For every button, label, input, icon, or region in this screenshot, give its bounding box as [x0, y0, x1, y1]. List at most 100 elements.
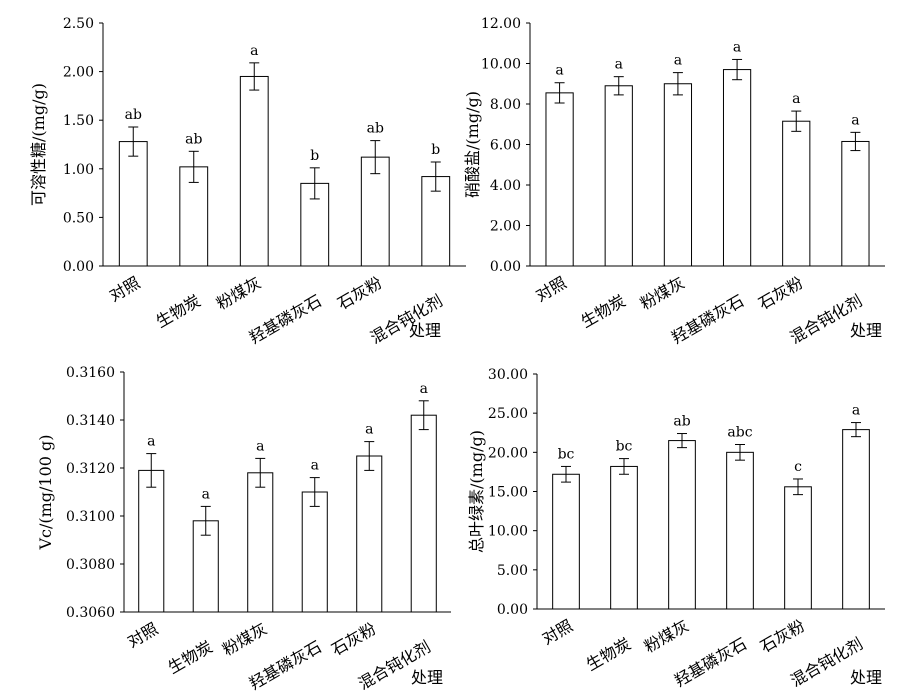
significance-label: a: [202, 486, 210, 502]
y-tick-label: 0.3100: [66, 509, 115, 525]
y-tick-label: 0.50: [63, 210, 94, 226]
bar: [842, 429, 870, 610]
significance-label: bc: [558, 446, 575, 462]
y-tick-label: 20.00: [488, 445, 528, 461]
y-axis-title: 硝酸盐/(mg/g): [463, 91, 482, 198]
bar: [782, 120, 811, 267]
x-axis-title: 处理: [409, 321, 441, 340]
y-tick-label: 0.00: [497, 602, 528, 618]
bar: [722, 69, 752, 267]
y-tick-label: 10.00: [481, 57, 521, 73]
category-label: 对照: [532, 273, 569, 305]
bar: [410, 414, 437, 613]
category-label: 对照: [106, 273, 143, 305]
y-axis-title: 总叶绿素/(mg/g): [467, 430, 486, 553]
bar: [610, 465, 638, 610]
chart-panel-1: 0.00 0.50 1.00 1.50 2.00 2.50 ab 对照 ab 生物炭 a 粉煤灰 b 羟基…: [29, 16, 466, 347]
significance-label: a: [792, 91, 800, 107]
significance-label: a: [615, 57, 623, 73]
y-tick-label: 15.00: [488, 485, 528, 501]
significance-label: a: [250, 43, 258, 59]
significance-label: ab: [367, 121, 384, 137]
bar: [138, 469, 165, 613]
y-tick-label: 6.00: [490, 138, 521, 154]
bar: [301, 491, 328, 613]
category-label: 生物炭: [578, 291, 629, 331]
significance-label: a: [851, 112, 859, 128]
category-label: 粉煤灰: [641, 616, 692, 656]
category-label: 羟基磷灰石: [668, 291, 747, 347]
y-tick-label: 30.00: [488, 367, 528, 383]
y-tick-label: 1.00: [63, 162, 94, 178]
x-axis-title: 处理: [850, 668, 882, 687]
y-tick-label: 0.3160: [66, 365, 115, 381]
bar: [356, 455, 383, 613]
bar: [604, 85, 633, 267]
bar: [784, 486, 812, 610]
y-tick-label: 1.50: [63, 113, 94, 129]
category-label: 石灰粉: [334, 273, 385, 313]
bar: [300, 182, 330, 267]
significance-label: a: [311, 458, 319, 474]
y-tick-label: 2.50: [63, 16, 94, 32]
x-axis-title: 处理: [411, 668, 443, 687]
y-tick-label: 0.3060: [66, 605, 115, 621]
category-label: 石灰粉: [328, 619, 379, 659]
significance-label: a: [365, 422, 373, 438]
significance-label: a: [555, 63, 563, 79]
significance-label: bc: [616, 439, 633, 455]
y-tick-label: 2.00: [63, 65, 94, 81]
x-axis-title: 处理: [850, 321, 882, 340]
significance-label: abc: [727, 425, 752, 441]
bar: [179, 166, 209, 267]
category-label: 生物炭: [583, 634, 634, 674]
bar: [663, 83, 693, 267]
bar: [726, 451, 754, 610]
bar: [841, 140, 870, 267]
bar: [545, 92, 574, 267]
bar: [247, 472, 274, 613]
significance-label: a: [147, 434, 155, 450]
significance-label: ab: [125, 107, 142, 123]
chart-panel-4: 0.00 5.00 10.00 15.00 20.00 25.00 30.00 bc 对照 bc 生…: [467, 367, 885, 690]
significance-label: b: [431, 142, 440, 158]
category-label: 生物炭: [153, 291, 204, 331]
category-label: 羟基磷灰石: [671, 634, 750, 690]
bar: [360, 156, 390, 267]
significance-label: a: [852, 403, 860, 419]
category-label: 石灰粉: [757, 616, 808, 656]
bar: [192, 520, 219, 613]
bar: [668, 440, 696, 610]
y-axis-title: Vc/(mg/100 g): [36, 434, 55, 550]
significance-label: b: [310, 148, 319, 164]
y-tick-label: 5.00: [497, 563, 528, 579]
category-label: 羟基磷灰石: [246, 291, 325, 347]
category-label: 对照: [124, 619, 161, 651]
y-tick-label: 0.3140: [66, 413, 115, 429]
significance-label: c: [794, 459, 802, 475]
significance-label: a: [420, 381, 428, 397]
significance-label: ab: [673, 414, 690, 430]
y-tick-label: 0.00: [490, 259, 521, 275]
category-label: 粉煤灰: [213, 273, 264, 313]
y-tick-label: 8.00: [490, 97, 521, 113]
chart-panel-2: 0.00 2.00 4.00 6.00 8.00 10.00 12.00 a 对照 a 生物炭 a 粉煤…: [463, 16, 885, 347]
category-label: 粉煤灰: [637, 273, 688, 313]
category-label: 对照: [539, 616, 576, 648]
category-label: 粉煤灰: [219, 619, 270, 659]
category-label: 羟基磷灰石: [246, 637, 325, 693]
significance-label: ab: [185, 131, 202, 147]
y-tick-label: 0.00: [63, 259, 94, 275]
y-tick-label: 10.00: [488, 524, 528, 540]
y-tick-label: 4.00: [490, 178, 521, 194]
chart-panel-3: 0.3060 0.3080 0.3100 0.3120 0.3140 0.3160 a 对照 a…: [36, 365, 451, 693]
significance-label: a: [256, 438, 264, 454]
category-label: 生物炭: [165, 637, 216, 677]
y-axis-title: 可溶性糖/(mg/g): [29, 83, 48, 206]
significance-label: a: [674, 53, 682, 69]
y-tick-label: 0.3120: [66, 461, 115, 477]
category-label: 石灰粉: [755, 273, 806, 313]
y-tick-label: 0.3080: [66, 557, 115, 573]
significance-label: a: [733, 39, 741, 55]
